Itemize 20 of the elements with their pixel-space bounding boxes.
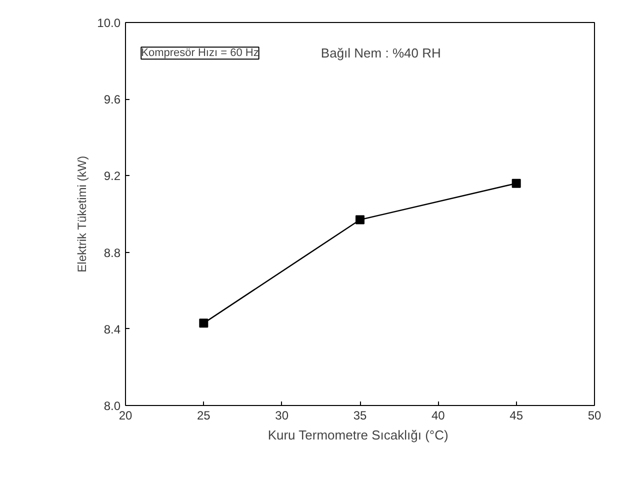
y-tick-label: 8.0 [104, 399, 121, 413]
annotation: Bağıl Nem : %40 RH [320, 46, 441, 61]
point [356, 215, 364, 224]
point [512, 178, 521, 188]
x-axis-title: Kuru Termometre Sıcaklığı (°C) [268, 428, 448, 442]
y-tick-label: 9.2 [104, 169, 121, 184]
x-tick-label: 45 [510, 408, 524, 422]
x-tick-label: 30 [275, 408, 289, 422]
y-tick-label: 10.0 [97, 16, 121, 30]
x-tick-label: 50 [588, 408, 602, 422]
y-tick-label: 8.4 [104, 322, 121, 336]
y-axis-title: Elektrik Tüketimi (kW) [75, 156, 90, 272]
x-tick-label: 20 [118, 408, 132, 422]
point [199, 318, 208, 328]
x-tick-label: 40 [431, 408, 446, 422]
annotation: Kompresör Hızı = 60 Hz [141, 47, 259, 60]
y-tick-label: 9.6 [104, 92, 121, 107]
x-tick-label: 25 [196, 408, 211, 422]
y-tick-label: 8.8 [104, 246, 121, 260]
x-tick-label: 35 [353, 408, 367, 422]
